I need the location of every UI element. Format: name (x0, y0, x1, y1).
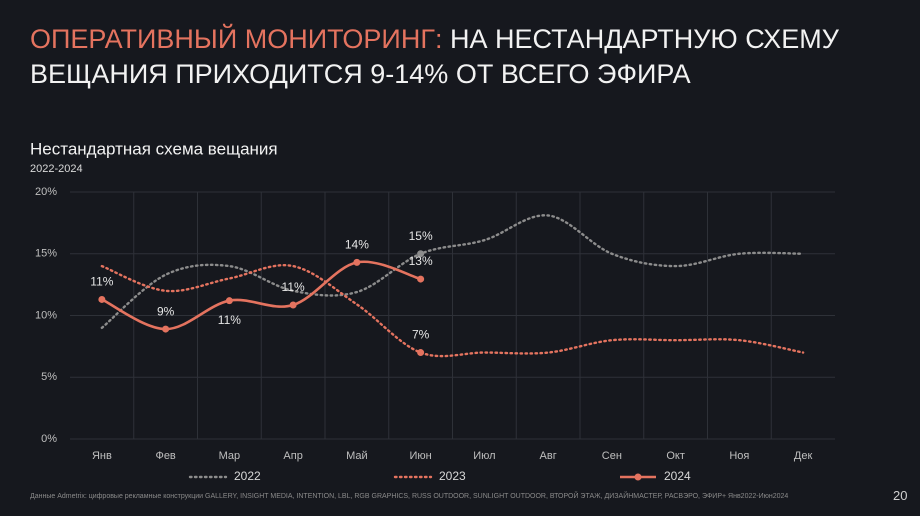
y-tick-label: 0% (41, 433, 57, 445)
footnote: Данные Admetrix: цифровые рекламные конс… (30, 493, 789, 500)
x-tick-label: Мар (219, 450, 241, 462)
x-tick-label: Ноя (729, 450, 749, 462)
x-tick-label: Сен (602, 450, 622, 462)
y-tick-label: 20% (35, 186, 57, 198)
slide-title: ОПЕРАТИВНЫЙ МОНИТОРИНГ: НА НЕСТАНДАРТНУЮ… (30, 22, 890, 92)
y-tick-label: 10% (35, 309, 57, 321)
legend-label: 2023 (439, 469, 466, 483)
data-label: 13% (409, 254, 433, 268)
x-tick-label: Июл (473, 450, 495, 462)
title-highlight: ОПЕРАТИВНЫЙ МОНИТОРИНГ: (30, 24, 443, 54)
x-tick-label: Июн (410, 450, 432, 462)
title-text: НА НЕСТАНДАРТНУЮ СХЕМУ ВЕЩАНИЯ ПРИХОДИТС… (30, 24, 839, 89)
x-tick-label: Окт (666, 450, 685, 462)
point (417, 275, 425, 283)
legend-marker (634, 473, 642, 481)
legend-label: 2024 (664, 469, 691, 483)
data-label: 15% (409, 229, 433, 243)
data-label: 11% (218, 313, 241, 327)
point (353, 258, 361, 266)
x-tick-label: Май (346, 450, 368, 462)
x-tick-label: Авг (540, 450, 557, 462)
series-line (101, 260, 422, 331)
point (225, 297, 233, 305)
point (417, 250, 425, 258)
point (289, 301, 297, 309)
page-number: 20 (893, 488, 908, 503)
y-tick-label: 5% (41, 371, 57, 383)
series-line (100, 214, 805, 330)
chart: Нестандартная схема вещания 2022-2024 0%… (30, 139, 835, 483)
x-tick-label: Дек (794, 450, 813, 462)
point (98, 295, 106, 303)
data-label: 11% (90, 275, 113, 289)
data-label: 9% (157, 304, 175, 318)
chart-subtitle: 2022-2024 (30, 163, 83, 175)
data-label: 14% (345, 238, 369, 252)
chart-title: Нестандартная схема вещания (30, 139, 278, 158)
x-tick-label: Фев (155, 450, 175, 462)
y-tick-label: 15% (35, 248, 57, 260)
data-label: 7% (412, 328, 430, 342)
legend-label: 2022 (234, 469, 261, 483)
series-line (100, 264, 805, 358)
data-label: 11% (282, 280, 305, 294)
point (162, 325, 170, 333)
x-tick-label: Янв (92, 450, 112, 462)
point (417, 349, 425, 357)
x-tick-label: Апр (283, 450, 302, 462)
